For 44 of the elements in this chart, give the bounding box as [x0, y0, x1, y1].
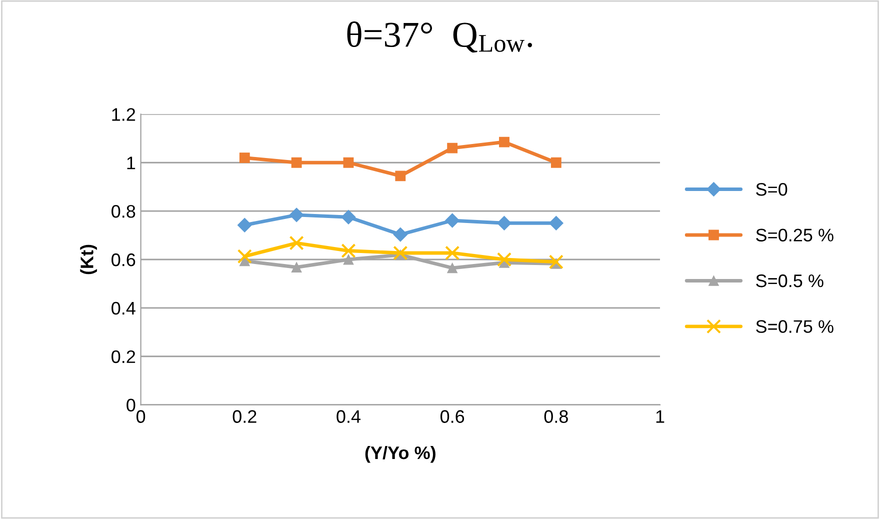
- x-tick-label: 0.6: [440, 410, 464, 423]
- point: [393, 246, 408, 260]
- point: [291, 262, 302, 272]
- point: [343, 157, 354, 168]
- point: [496, 252, 512, 267]
- point: [341, 210, 356, 224]
- x-tick-label: 0.4: [336, 410, 360, 423]
- legend-label: S=0.25 %: [756, 228, 834, 242]
- point: [291, 157, 302, 168]
- y-tick-label: 0.4: [112, 302, 136, 315]
- y-tick-label: 1.2: [112, 108, 136, 121]
- point: [548, 216, 564, 230]
- point: [289, 236, 304, 250]
- x-tick-label: 0.8: [544, 410, 568, 423]
- x-axis-title: (Y/Yo %): [365, 446, 436, 463]
- y-tick-label: 1: [127, 156, 136, 170]
- y-tick-label: 0.8: [112, 204, 136, 218]
- point: [499, 136, 510, 148]
- point: [445, 246, 460, 260]
- x-tick-label: 1: [656, 410, 664, 423]
- point: [239, 152, 250, 163]
- legend-label: S=0.5 %: [756, 274, 824, 288]
- point: [343, 254, 354, 265]
- x-tick-label: 0: [136, 410, 146, 423]
- point: [497, 216, 512, 230]
- x-tick-label: 0.2: [232, 410, 256, 423]
- y-axis-title: (Kt): [80, 244, 97, 274]
- y-tick-label: 0.6: [112, 253, 136, 266]
- point: [447, 262, 458, 274]
- legend-label: S=0.75 %: [756, 320, 834, 333]
- point: [341, 243, 356, 258]
- y-tick-label: 0.2: [112, 350, 136, 364]
- point: [237, 249, 252, 264]
- legend-label: S=0: [756, 182, 788, 196]
- point: [548, 254, 564, 270]
- point: [395, 170, 406, 182]
- y-tick-label: 0: [126, 398, 136, 412]
- point: [393, 227, 408, 242]
- point: [550, 157, 562, 168]
- point: [445, 213, 460, 228]
- chart-title: θ=37° Q$_{Low}$.: [347, 21, 532, 53]
- point: [289, 208, 304, 222]
- point: [237, 218, 252, 232]
- point: [447, 142, 458, 154]
